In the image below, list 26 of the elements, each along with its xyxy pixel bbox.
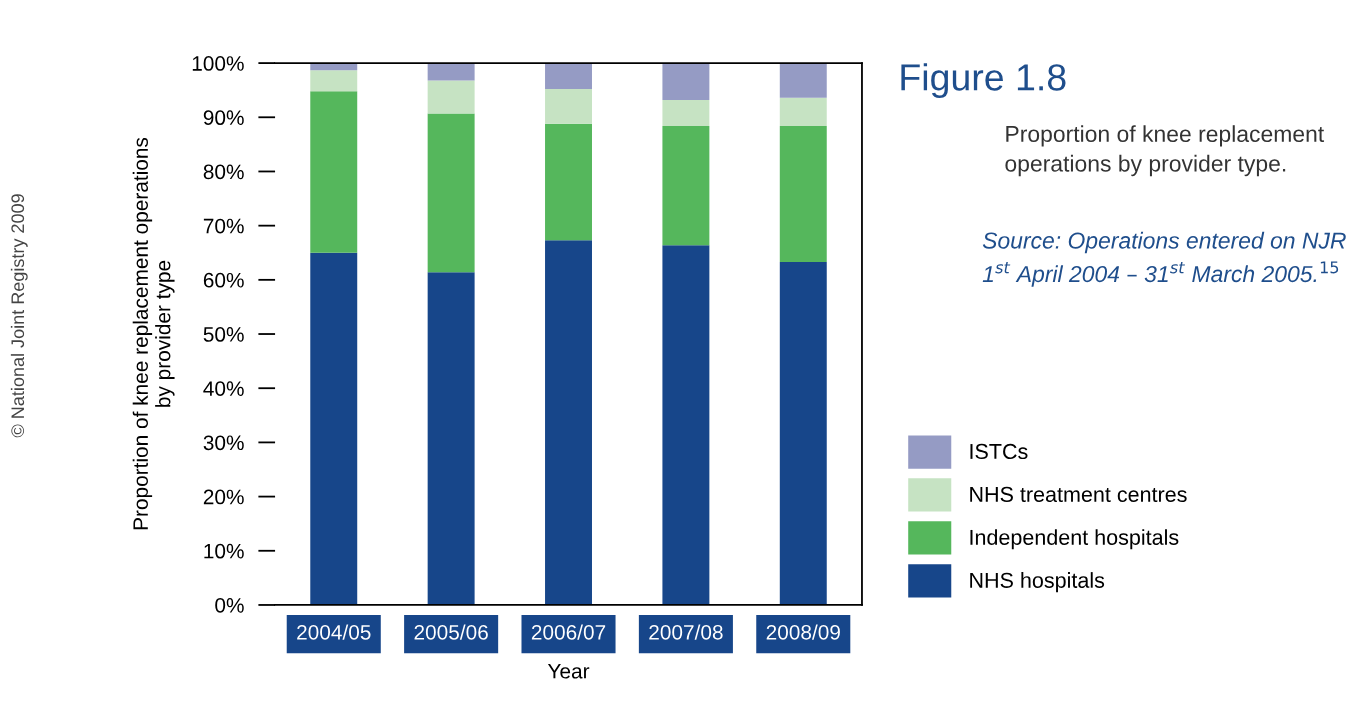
y-tick-label: 0% (215, 597, 244, 613)
y-tick-label: 50% (203, 327, 244, 342)
y-tick-label: 90% (203, 110, 244, 126)
y-tick-label: 40% (203, 381, 244, 396)
y-tick-label: 60% (203, 272, 244, 288)
y-tick-label: 10% (204, 543, 244, 559)
text: Proportion of knee replacement operations by provider type. (1005, 125, 1325, 177)
x-tick-label: 2004/05 (297, 624, 371, 640)
legend-label: ISTCs (970, 443, 1028, 460)
y-axis-title: Proportion of knee replacement operations by provider type (132, 137, 175, 530)
source-note: Source: Operations entered on NJR 1$^{st}$ April 2004 – 31$^{st}$ March 2005.$^{15}$ (982, 231, 1346, 287)
x-tick-label: 2008/09 (766, 624, 840, 640)
x-tick-label: 2006/07 (531, 624, 606, 640)
text: Figure 1.8 (901, 63, 1066, 99)
x-tick-label: 2005/06 (414, 624, 488, 640)
legend-label: Independent hospitals (970, 529, 1179, 550)
y-tick-label: 20% (203, 489, 244, 505)
text: © National Joint Registry 2009 (10, 194, 28, 438)
y-tick-label: 70% (203, 218, 244, 234)
y-tick-label: 30% (203, 435, 244, 451)
y-tick-label: 100% (192, 56, 244, 71)
y-tick-label: 80% (203, 164, 244, 180)
x-tick-label: 2007/08 (649, 624, 723, 640)
x-axis-title: Year (547, 664, 590, 679)
legend-label: NHS hospitals (970, 572, 1105, 593)
legend-label: NHS treatment centres (970, 486, 1187, 503)
